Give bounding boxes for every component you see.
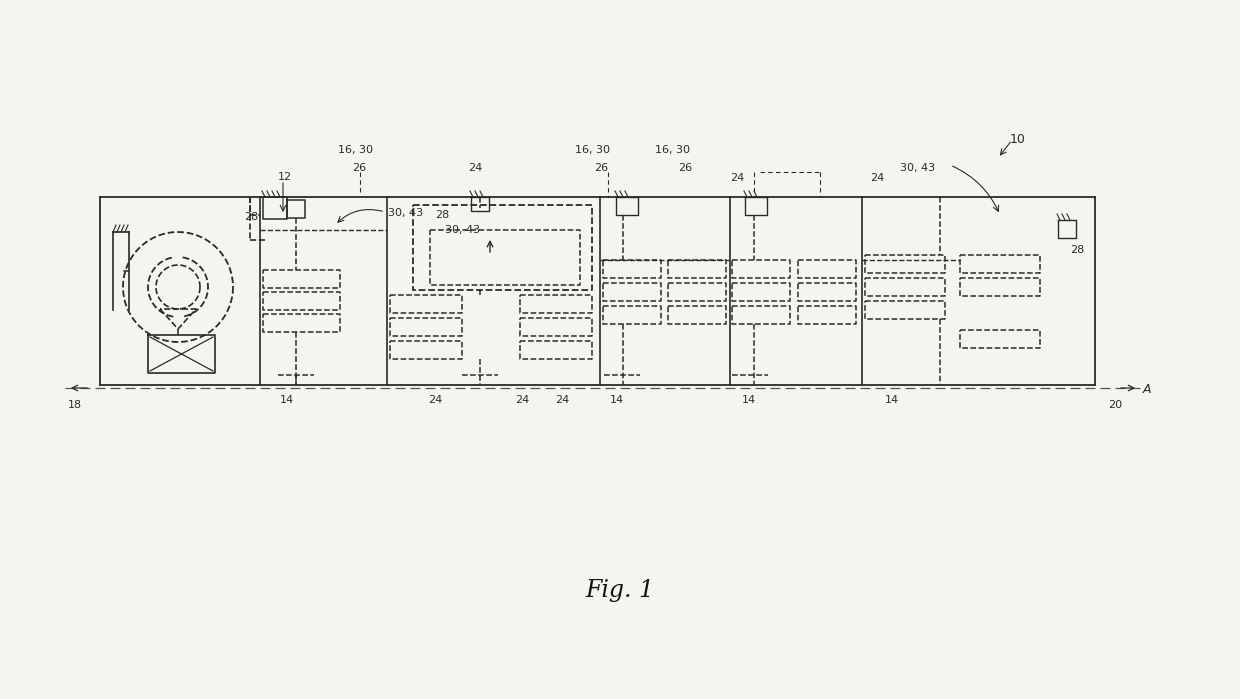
Text: 16, 30: 16, 30 (655, 145, 689, 155)
Text: 18: 18 (68, 400, 82, 410)
Text: 28: 28 (435, 210, 449, 220)
Text: 10: 10 (1011, 133, 1025, 146)
Text: 24: 24 (556, 395, 569, 405)
Text: 24: 24 (730, 173, 744, 183)
Text: 24: 24 (515, 395, 529, 405)
Text: Fig. 1: Fig. 1 (585, 579, 655, 602)
Text: 24: 24 (467, 163, 482, 173)
Text: 28: 28 (1070, 245, 1084, 255)
Text: 16, 30: 16, 30 (339, 145, 373, 155)
Text: 16, 30: 16, 30 (575, 145, 610, 155)
Text: 28: 28 (244, 212, 258, 222)
Text: 12: 12 (278, 172, 293, 182)
Text: 14: 14 (610, 395, 624, 405)
Text: 30, 43: 30, 43 (388, 208, 423, 218)
Text: 24: 24 (428, 395, 443, 405)
Text: 20: 20 (1109, 400, 1122, 410)
Text: 14: 14 (742, 395, 756, 405)
Text: A: A (1143, 383, 1152, 396)
Text: 30, 43: 30, 43 (445, 225, 480, 235)
Text: 14: 14 (280, 395, 294, 405)
Text: 26: 26 (678, 163, 692, 173)
Text: 26: 26 (352, 163, 366, 173)
Text: 14: 14 (885, 395, 899, 405)
Text: 26: 26 (594, 163, 608, 173)
Text: 30, 43: 30, 43 (900, 163, 935, 173)
Text: 24: 24 (870, 173, 884, 183)
